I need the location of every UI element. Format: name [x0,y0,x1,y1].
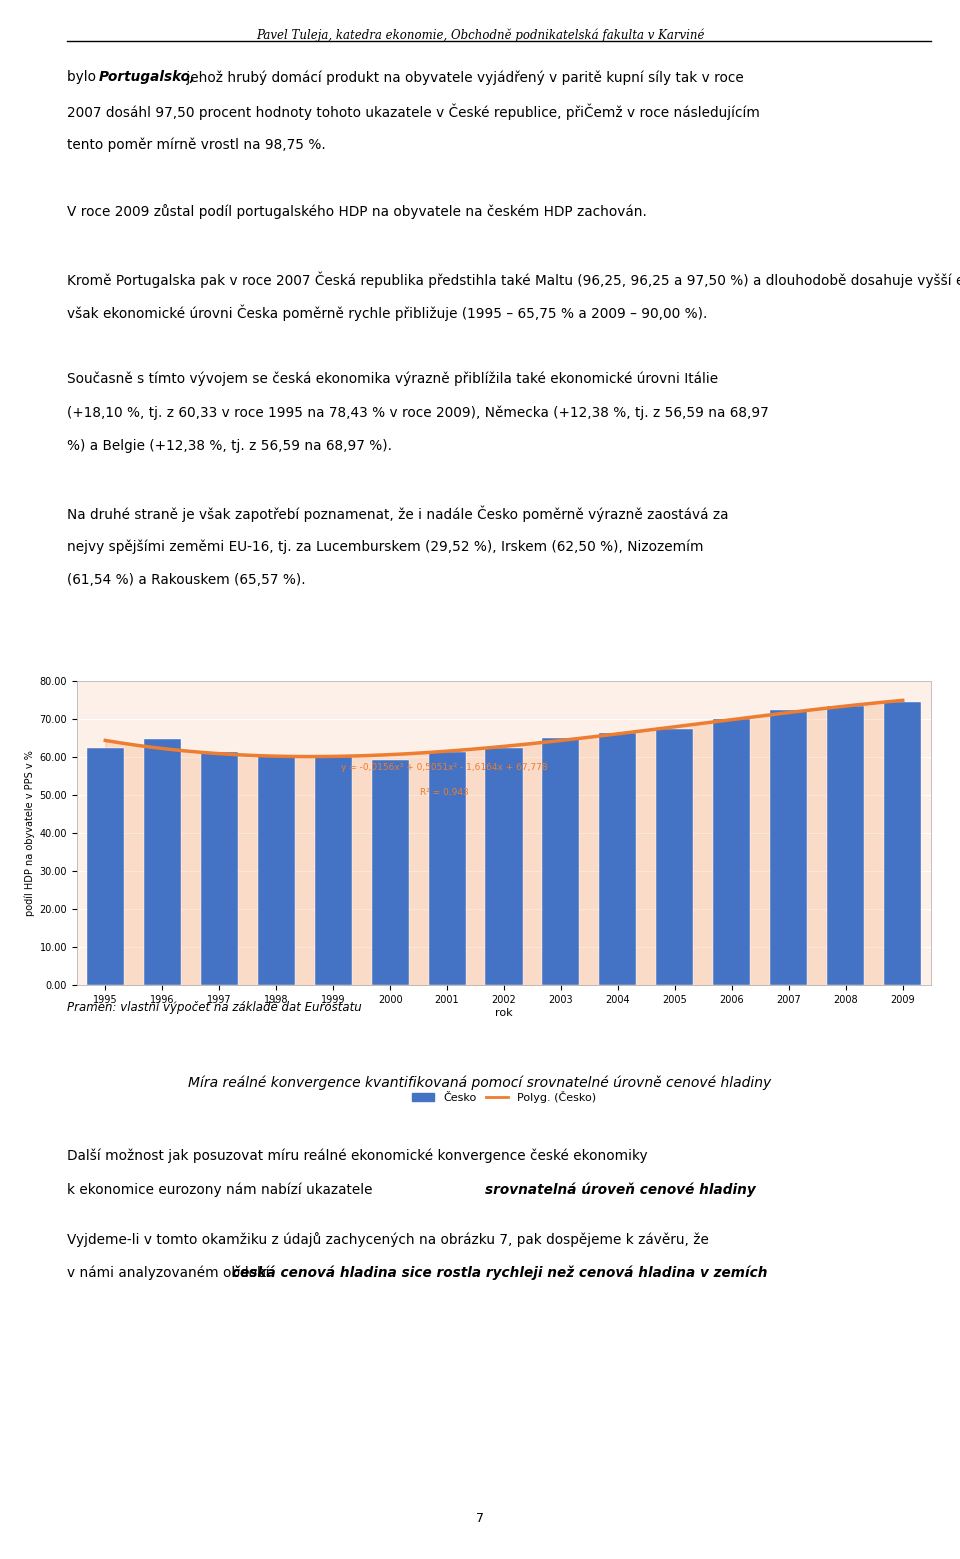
Text: česká cenová hladina sice rostla rychleji než cenová hladina v zemích: česká cenová hladina sice rostla rychlej… [232,1266,768,1280]
Text: jehož hrubý domácí produkt na obyvatele vyjádřený v paritě kupní síly tak v roce: jehož hrubý domácí produkt na obyvatele … [182,70,744,84]
Text: Pramen: vlastní výpočet na základě dat Eurostatu: Pramen: vlastní výpočet na základě dat E… [67,1001,362,1013]
Bar [542,739,580,985]
Bar [201,751,238,985]
Text: Míra reálné konvergence kvantifikovaná pomocí srovnatelné úrovně cenové hladiny: Míra reálné konvergence kvantifikovaná p… [188,1076,772,1090]
Bar [884,702,922,985]
Bar [86,748,124,985]
Text: V roce 2009 zůstal podíl portugalského HDP na obyvatele na českém HDP zachován.: V roce 2009 zůstal podíl portugalského H… [67,204,647,220]
Text: nejvy spějšími zeměmi EU-16, tj. za Lucemburskem (29,52 %), Irskem (62,50 %), Ni: nejvy spějšími zeměmi EU-16, tj. za Luce… [67,539,704,553]
Text: R² = 0,943: R² = 0,943 [420,787,468,797]
Text: (61,54 %) a Rakouskem (65,57 %).: (61,54 %) a Rakouskem (65,57 %). [67,572,306,586]
Bar [372,761,409,985]
Text: v námi analyzovaném období: v námi analyzovaném období [67,1266,274,1280]
Bar [486,748,522,985]
Text: .: . [713,1182,718,1196]
Bar [144,739,180,985]
Y-axis label: podíl HDP na obyvatele v PPS v %: podíl HDP na obyvatele v PPS v % [25,750,36,917]
Text: Současně s tímto vývojem se česká ekonomika výrazně přiblížila také ekonomické ú: Současně s tímto vývojem se česká ekonom… [67,373,718,387]
Text: 7: 7 [476,1512,484,1525]
Text: 2007 dosáhl 97,50 procent hodnoty tohoto ukazatele v České republice, přiČemž v : 2007 dosáhl 97,50 procent hodnoty tohoto… [67,104,760,120]
Legend: Česko, Polyg. (Česko): Česko, Polyg. (Česko) [408,1087,600,1107]
Text: Kromě Portugalska pak v roce 2007 Česká republika předstihla také Maltu (96,25, : Kromě Portugalska pak v roce 2007 Česká … [67,271,960,288]
Text: Portugalsko,: Portugalsko, [99,70,196,84]
Text: Obrázek 6 – HDP na obyvatele v PPS v Česku v letech 1995-2009 (%): Obrázek 6 – HDP na obyvatele v PPS v Čes… [76,641,537,656]
Text: Vyjdeme-li v tomto okamžiku z údajů zachycených na obrázku 7, pak dospějeme k zá: Vyjdeme-li v tomto okamžiku z údajů zach… [67,1232,709,1247]
Bar [828,706,864,985]
X-axis label: rok: rok [495,1007,513,1018]
Text: však ekonomické úrovni Česka poměrně rychle přibližuje (1995 – 65,75 % a 2009 – : však ekonomické úrovni Česka poměrně ryc… [67,306,708,321]
Text: bylo: bylo [67,70,101,84]
Text: Další možnost jak posuzovat míru reálné ekonomické konvergence české ekonomiky: Další možnost jak posuzovat míru reálné … [67,1149,648,1163]
Text: srovnatelná úroveň cenové hladiny: srovnatelná úroveň cenové hladiny [485,1182,756,1197]
Text: y = -0,0156x³ + 0,5051x² - 1,6164x + 67,778: y = -0,0156x³ + 0,5051x² - 1,6164x + 67,… [341,764,547,772]
Bar [257,756,295,985]
Text: Pavel Tuleja, katedra ekonomie, Obchodně podnikatelská fakulta v Karviné: Pavel Tuleja, katedra ekonomie, Obchodně… [255,28,705,42]
Text: %) a Belgie (+12,38 %, tj. z 56,59 na 68,97 %).: %) a Belgie (+12,38 %, tj. z 56,59 na 68… [67,440,393,452]
Bar [713,719,751,985]
Bar [315,758,351,985]
Bar [599,733,636,985]
Bar [657,728,693,985]
Bar [770,709,807,985]
Text: Na druhé straně je však zapotřebí poznamenat, že i nadále Česko poměrně výrazně : Na druhé straně je však zapotřebí poznam… [67,507,729,522]
Bar [428,751,466,985]
Text: k ekonomice eurozony nám nabízí ukazatele: k ekonomice eurozony nám nabízí ukazatel… [67,1182,381,1197]
Text: tento poměr mírně vrostl na 98,75 %.: tento poměr mírně vrostl na 98,75 %. [67,137,326,151]
Text: (+18,10 %, tj. z 60,33 v roce 1995 na 78,43 % v roce 2009), Německa (+12,38 %, t: (+18,10 %, tj. z 60,33 v roce 1995 na 78… [67,405,769,419]
